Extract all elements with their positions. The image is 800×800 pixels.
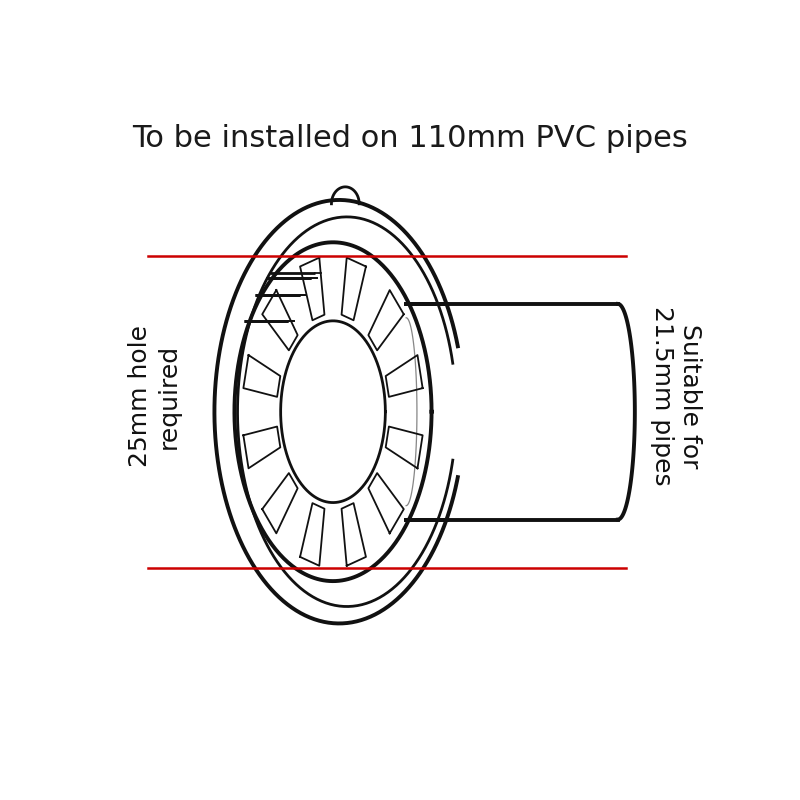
Text: Suitable for
21.5mm pipes: Suitable for 21.5mm pipes — [650, 306, 702, 486]
Text: 25mm hole
required: 25mm hole required — [129, 326, 180, 467]
Text: To be installed on 110mm PVC pipes: To be installed on 110mm PVC pipes — [132, 124, 688, 153]
